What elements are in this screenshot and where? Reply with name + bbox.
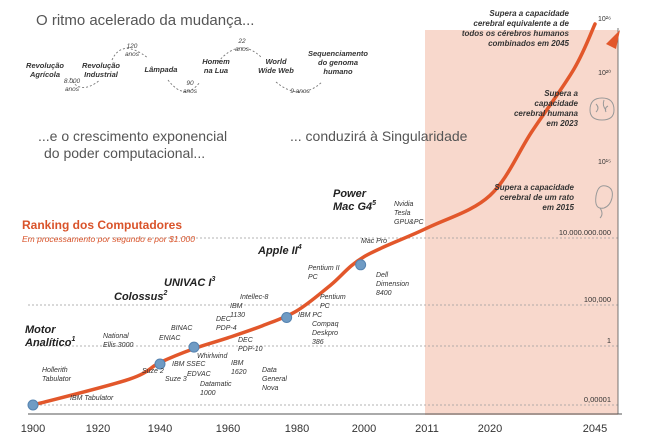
machine-datamatic: Datamatic 1000 bbox=[200, 381, 232, 397]
machine-hollerith: Hollerith Tabulator bbox=[42, 367, 72, 383]
timeline-arcs bbox=[69, 47, 323, 93]
ranking-title: Ranking dos Computadores bbox=[22, 218, 182, 232]
mouse-brain-outline-icon bbox=[595, 185, 613, 219]
machine-pentium2: Pentium II PC bbox=[308, 265, 340, 281]
y-tick-label: 10.000.000.000 bbox=[559, 228, 611, 237]
timeline-interval-i-9: 9 anos bbox=[290, 88, 310, 95]
milestone-node-motor-analitico bbox=[27, 399, 39, 411]
y-tick-label: 100,000 bbox=[584, 295, 611, 304]
machine-pentium-pc: Pentium PC bbox=[320, 294, 346, 310]
milestone-node-apple-ii bbox=[281, 311, 293, 323]
milestone-label-motor-analitico: Motor Analítico1 bbox=[24, 324, 75, 349]
machine-intellec8: Intellec-8 bbox=[240, 294, 269, 301]
machine-dec-pdp10: DEC PDP-10 bbox=[238, 337, 263, 353]
timeline-event-homem-lua: Homem na Lua bbox=[202, 57, 230, 75]
y-tick-label: 10¹⁵ bbox=[598, 159, 611, 166]
milestone-node-power-mac bbox=[355, 259, 367, 271]
timeline-events: Revolução Agrícola Revolução Industrial Lâmp… bbox=[26, 38, 368, 95]
milestone-label-univac: UNIVAC I3 bbox=[164, 276, 215, 289]
brain-annotations: Supera a capacidade cerebral de um rato em… bbox=[462, 9, 579, 212]
y-tick-label: 10²⁶ bbox=[598, 16, 611, 23]
machine-whirlwind: Whirlwind bbox=[197, 353, 228, 360]
x-tick-label: 1980 bbox=[285, 423, 309, 435]
timeline-interval-i-22: 22 anos bbox=[235, 38, 250, 53]
brain-outline-icon bbox=[589, 97, 615, 121]
timeline-event-genoma: Sequenciamento do genoma humano bbox=[308, 49, 368, 76]
x-tick-label: 1900 bbox=[21, 423, 45, 435]
machine-ibm-pc: IBM PC bbox=[298, 312, 323, 319]
header-line2b: do poder computacional... bbox=[44, 145, 205, 161]
x-tick-labels: 1900 1920 1940 1960 1980 2000 2011 2020 2045 bbox=[21, 423, 607, 435]
machine-edvac: EDVAC bbox=[187, 371, 212, 378]
timeline-interval-i-90: 90 anos bbox=[183, 80, 198, 95]
x-tick-label: 1960 bbox=[216, 423, 240, 435]
timeline-event-rev-agricola: Revolução Agrícola bbox=[26, 61, 64, 79]
machine-dec-pdp4: DEC PDP-4 bbox=[216, 316, 237, 332]
milestone-nodes bbox=[27, 259, 367, 411]
annotation-ann-humano: Supera a capacidade cerebral humana em 2023 bbox=[514, 89, 579, 128]
header-line1: O ritmo acelerado da mudança... bbox=[36, 12, 254, 29]
machine-mac-pro: Mac Pro bbox=[361, 238, 387, 245]
x-tick-label: 2045 bbox=[583, 423, 607, 435]
machine-national: National Ellis 3000 bbox=[103, 333, 133, 349]
machine-eniac: ENIAC bbox=[159, 335, 181, 342]
milestone-node-colossus bbox=[154, 358, 166, 370]
machine-data-general: Data General Nova bbox=[262, 367, 287, 392]
machine-compaq: Compaq Deskpro 386 bbox=[312, 321, 339, 346]
header-line3: ... conduzirá à Singularidade bbox=[290, 128, 468, 144]
arc-9 bbox=[275, 81, 323, 93]
future-shaded-region bbox=[425, 30, 618, 415]
arc-8000 bbox=[69, 77, 101, 88]
timeline-event-rev-industrial: Revolução Industrial bbox=[82, 61, 120, 79]
timeline-interval-i-8000: 8.000 anos bbox=[64, 78, 81, 93]
machine-ibm1130: IBM 1130 bbox=[230, 303, 245, 319]
timeline-interval-i-120: 120 anos bbox=[125, 43, 140, 58]
y-tick-label: 1 bbox=[607, 336, 611, 345]
milestone-label-apple-ii: Apple II4 bbox=[257, 244, 302, 257]
arc-90 bbox=[167, 79, 201, 92]
x-tick-label: 2020 bbox=[478, 423, 502, 435]
annotation-ann-todos: Supera a capacidade cerebral equivalente … bbox=[462, 9, 570, 48]
timeline-event-www: World Wide Web bbox=[258, 57, 294, 75]
y-tick-labels: 0,00001 1 100,000 10.000.000.000 10¹⁵ 10²⁰ 10²… bbox=[559, 16, 611, 404]
curve-arrowhead bbox=[606, 30, 620, 49]
timeline-event-lampada: Lâmpada bbox=[145, 65, 178, 74]
x-tick-label: 1920 bbox=[86, 423, 110, 435]
machine-ibm-tab: IBM Tabulator bbox=[70, 395, 114, 402]
machine-binac: BINAC bbox=[171, 325, 193, 332]
machine-suze2: Suze 2 bbox=[142, 368, 164, 375]
milestone-node-univac bbox=[188, 341, 200, 353]
y-tick-label: 10²⁰ bbox=[598, 69, 611, 77]
machine-dell: Dell Dimension 8400 bbox=[376, 272, 409, 297]
ranking-subtitle: Em processamento por segundo e por $1.00… bbox=[22, 234, 195, 244]
milestone-label-colossus: Colossus2 bbox=[114, 290, 168, 303]
machine-ibm-ssec: IBM SSEC bbox=[172, 361, 206, 368]
x-tick-label: 2000 bbox=[352, 423, 376, 435]
x-tick-label: 1940 bbox=[148, 423, 172, 435]
milestone-label-power-mac: Power Mac G45 bbox=[333, 188, 376, 213]
machine-suze3: Suze 3 bbox=[165, 376, 187, 383]
header-line2a: ...e o crescimento exponencial bbox=[38, 128, 227, 144]
machine-nvidia: Nvidia Tesla GPU&PC bbox=[394, 201, 425, 226]
arc-22 bbox=[217, 47, 263, 63]
machine-labels: Hollerith Tabulator IBM Tabulator National E… bbox=[42, 201, 425, 402]
annotation-ann-rato: Supera a capacidade cerebral de um rato em… bbox=[494, 183, 574, 212]
y-tick-label: 0,00001 bbox=[584, 395, 611, 404]
machine-ibm1620: IBM 1620 bbox=[231, 360, 247, 376]
x-tick-label: 2011 bbox=[415, 423, 439, 435]
